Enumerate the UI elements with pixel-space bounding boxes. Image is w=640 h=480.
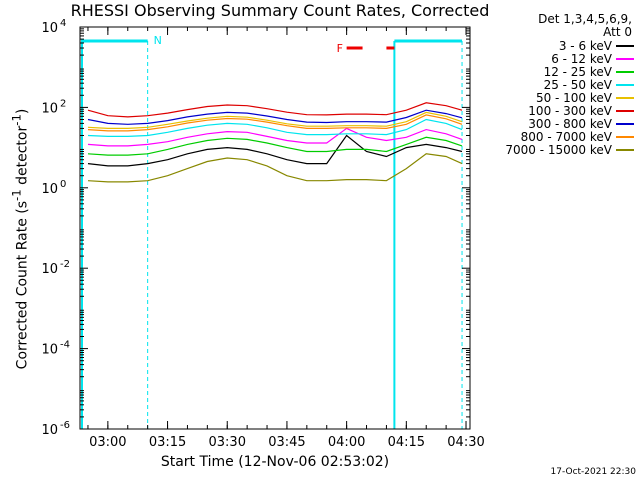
legend-label: 3 - 6 keV — [558, 38, 612, 53]
y-label-sup: -1 — [9, 114, 24, 126]
y-tick-label: 10 — [41, 182, 58, 197]
plot-frame — [79, 26, 471, 430]
legend-swatch — [616, 109, 634, 112]
legend-entry: 7000 - 15000 keV — [464, 142, 634, 157]
series-line-1 — [87, 127, 463, 147]
legend-label: 7000 - 15000 keV — [505, 142, 612, 157]
legend-entry: 800 - 7000 keV — [464, 129, 634, 144]
legend-entry: 300 - 800 keV — [464, 116, 634, 131]
legend-label: 12 - 25 keV — [543, 64, 612, 79]
y-tick-label: 10 — [41, 21, 58, 36]
detector-list: Det 1,3,4,5,6,9, — [538, 12, 632, 26]
series-line-0 — [87, 134, 463, 167]
night-label: N — [154, 34, 162, 47]
y-tick-label: 10 — [41, 101, 58, 116]
series-line-8 — [87, 153, 463, 183]
y-tick-label: 10 — [41, 343, 58, 358]
x-axis: 03:00 03:15 03:30 03:45 04:00 04:15 04:30 — [87, 27, 485, 450]
legend-entry: 25 - 50 keV — [464, 77, 634, 92]
y-tick-exponent: -4 — [60, 340, 70, 351]
x-tick-label: 04:30 — [447, 435, 484, 450]
legend-swatch — [616, 70, 634, 73]
y-label-part: Corrected Count Rate (s — [14, 200, 31, 370]
legend-label: 6 - 12 keV — [551, 51, 612, 66]
y-tick-exponent: -6 — [60, 420, 70, 431]
detector-info: Det 1,3,4,5,6,9, Att 0 — [538, 13, 632, 39]
x-axis-label: Start Time (12-Nov-06 02:53:02) — [160, 454, 390, 470]
legend-swatch — [616, 96, 634, 99]
y-label-part: ) — [14, 108, 31, 115]
legend-swatch — [616, 83, 634, 86]
x-tick-label: 03:30 — [209, 435, 246, 450]
y-tick-exponent: -2 — [60, 259, 70, 270]
generated-timestamp: 17-Oct-2021 22:30 — [550, 467, 636, 477]
series-line-5 — [87, 102, 463, 118]
legend-label: 100 - 300 keV — [528, 103, 612, 118]
attenuator-state: Att 0 — [603, 25, 632, 39]
y-label-sup: -1 — [9, 189, 24, 201]
night-markers: N — [81, 34, 463, 429]
y-tick-exponent: 2 — [60, 98, 66, 109]
y-label-part: detector — [14, 125, 31, 190]
legend-entry: 50 - 100 keV — [464, 90, 634, 105]
x-tick-label: 04:00 — [328, 435, 365, 450]
legend-entry: 6 - 12 keV — [464, 51, 634, 66]
x-tick-label: 04:15 — [388, 435, 425, 450]
legend-swatch — [616, 57, 634, 60]
series-line-3 — [87, 118, 463, 137]
series-line-2 — [87, 136, 463, 156]
legend-label: 800 - 7000 keV — [520, 129, 612, 144]
flare-label: F — [337, 42, 343, 55]
y-tick-exponent: 0 — [60, 179, 66, 190]
legend-label: 300 - 800 keV — [528, 116, 612, 131]
legend: 3 - 6 keV 6 - 12 keV 12 - 25 keV 25 - 50 ke… — [464, 38, 634, 157]
x-tick-label: 03:00 — [89, 435, 126, 450]
series-line-7 — [87, 114, 463, 132]
legend-entry: 3 - 6 keV — [464, 38, 634, 53]
legend-entry: 100 - 300 keV — [464, 103, 634, 118]
y-axis-label: Corrected Count Rate (s-1 detector-1) — [9, 108, 31, 370]
series-line-6 — [87, 109, 463, 125]
legend-label: 25 - 50 keV — [543, 77, 612, 92]
y-tick-label: 10 — [41, 423, 58, 438]
y-tick-exponent: 4 — [60, 18, 66, 29]
chart-title: RHESSI Observing Summary Count Rates, Co… — [70, 1, 490, 20]
legend-swatch — [616, 122, 634, 125]
x-tick-label: 03:15 — [149, 435, 186, 450]
legend-swatch — [616, 135, 634, 138]
legend-entry: 12 - 25 keV — [464, 64, 634, 79]
y-tick-label: 10 — [41, 262, 58, 277]
legend-swatch — [616, 148, 634, 151]
legend-swatch — [616, 44, 634, 47]
series-lines — [87, 102, 463, 183]
x-tick-label: 03:45 — [268, 435, 305, 450]
legend-label: 50 - 100 keV — [535, 90, 612, 105]
series-line-4 — [87, 111, 463, 129]
flare-markers: F — [337, 42, 395, 55]
